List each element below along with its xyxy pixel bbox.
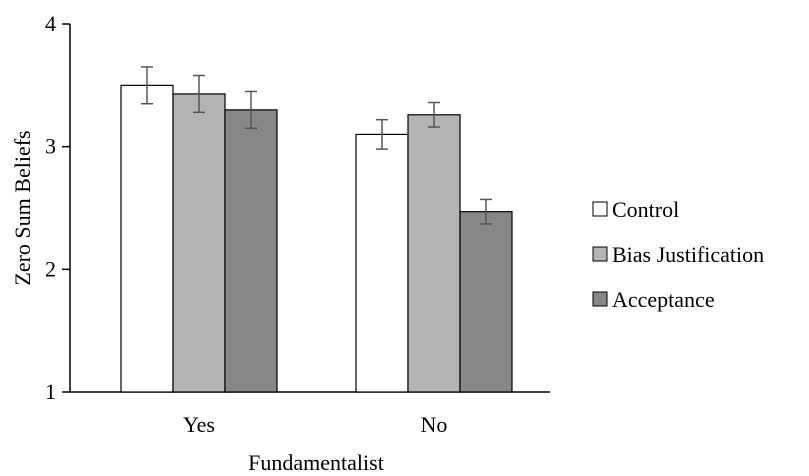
legend-swatch xyxy=(592,201,608,217)
bar xyxy=(120,84,174,393)
bar xyxy=(355,133,409,393)
legend-label: Bias Justification xyxy=(612,242,764,267)
y-tick-label: 4 xyxy=(45,11,56,36)
legend-swatch xyxy=(592,246,608,262)
y-tick-label: 1 xyxy=(45,379,56,404)
x-tick-label: Yes xyxy=(183,412,215,437)
legend-label: Control xyxy=(612,197,679,222)
legend: Control Bias Justification Acceptance xyxy=(592,197,764,312)
plot-area: 1 2 3 4 Yes No xyxy=(45,11,550,437)
legend-label: Acceptance xyxy=(612,287,715,312)
x-tick-label: No xyxy=(421,412,448,437)
legend-swatch xyxy=(592,291,608,307)
bar xyxy=(459,211,513,393)
y-tick-label: 3 xyxy=(45,134,56,159)
x-axis-title: Fundamentalist xyxy=(248,450,384,475)
bar xyxy=(224,109,278,393)
y-axis-title: Zero Sum Beliefs xyxy=(10,130,35,285)
bar xyxy=(407,114,461,393)
bar xyxy=(172,93,226,393)
y-tick-label: 2 xyxy=(45,256,56,281)
